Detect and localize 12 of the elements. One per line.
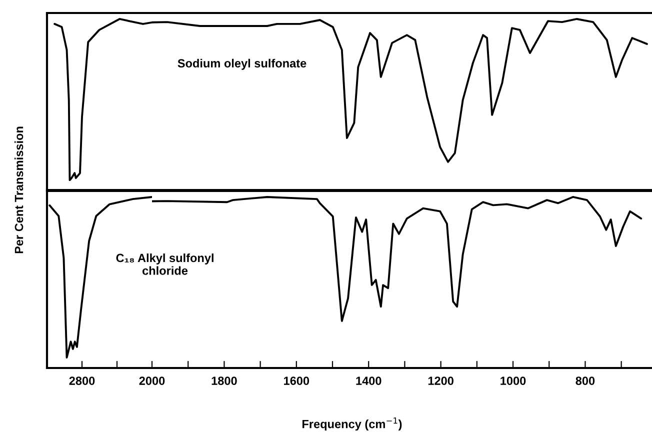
x-tick-label: 2000 — [139, 376, 165, 386]
x-tick-label: 1800 — [212, 376, 237, 386]
x-tick-label: 800 — [576, 376, 595, 386]
text: Sodium oleyl sulfonate — [178, 58, 306, 70]
x-tick-label: 1600 — [284, 376, 310, 386]
x-tick-label: 1400 — [356, 376, 382, 386]
x-axis-title: Frequency (cm$^{−1}$) — [302, 418, 402, 431]
x-tick-label: 1000 — [500, 376, 526, 386]
x-tick-label: 1200 — [428, 376, 454, 386]
x-tick-label: 2800 — [69, 376, 95, 386]
y-axis-title: Per Cent Transmission — [14, 126, 24, 254]
text: C₁₈ Alkyl sulfonyl chloride — [116, 253, 214, 275]
